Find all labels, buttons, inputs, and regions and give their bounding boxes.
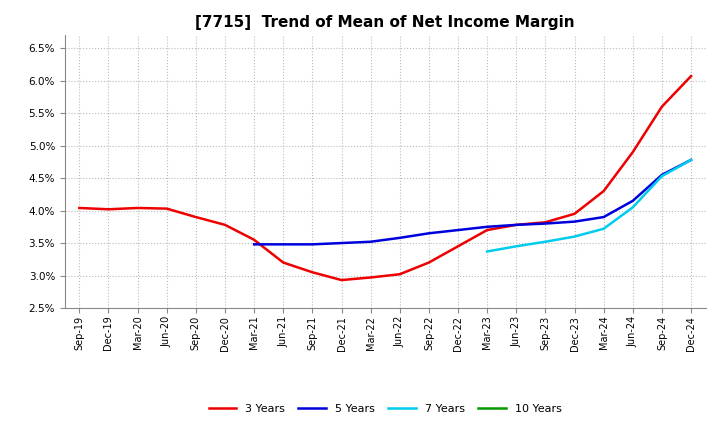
3 Years — [75, 205, 84, 211]
5 Years — [512, 222, 521, 227]
3 Years — [250, 237, 258, 242]
Line: 5 Years: 5 Years — [254, 160, 691, 244]
3 Years — [599, 188, 608, 194]
5 Years — [687, 157, 696, 162]
Line: 3 Years: 3 Years — [79, 76, 691, 280]
3 Years — [570, 211, 579, 216]
7 Years — [687, 157, 696, 162]
3 Years — [220, 222, 229, 227]
5 Years — [541, 221, 550, 226]
3 Years — [395, 271, 404, 277]
7 Years — [657, 173, 666, 179]
5 Years — [250, 242, 258, 247]
5 Years — [483, 224, 492, 229]
3 Years — [279, 260, 287, 265]
5 Years — [454, 227, 462, 233]
7 Years — [483, 249, 492, 254]
Title: [7715]  Trend of Mean of Net Income Margin: [7715] Trend of Mean of Net Income Margi… — [195, 15, 575, 30]
5 Years — [279, 242, 287, 247]
5 Years — [629, 198, 637, 203]
3 Years — [629, 150, 637, 155]
3 Years — [192, 214, 200, 220]
3 Years — [541, 220, 550, 225]
3 Years — [104, 207, 113, 212]
3 Years — [425, 260, 433, 265]
5 Years — [337, 240, 346, 246]
7 Years — [629, 205, 637, 210]
3 Years — [687, 73, 696, 79]
5 Years — [425, 231, 433, 236]
Line: 7 Years: 7 Years — [487, 160, 691, 252]
7 Years — [599, 226, 608, 231]
5 Years — [570, 219, 579, 224]
Legend: 3 Years, 5 Years, 7 Years, 10 Years: 3 Years, 5 Years, 7 Years, 10 Years — [205, 401, 565, 418]
5 Years — [657, 172, 666, 177]
7 Years — [541, 239, 550, 244]
3 Years — [163, 206, 171, 211]
5 Years — [308, 242, 317, 247]
3 Years — [366, 275, 375, 280]
3 Years — [483, 227, 492, 233]
3 Years — [337, 278, 346, 283]
7 Years — [570, 234, 579, 239]
3 Years — [657, 104, 666, 109]
5 Years — [395, 235, 404, 241]
5 Years — [366, 239, 375, 244]
3 Years — [133, 205, 142, 211]
3 Years — [454, 244, 462, 249]
7 Years — [512, 244, 521, 249]
3 Years — [308, 270, 317, 275]
5 Years — [599, 214, 608, 220]
3 Years — [512, 222, 521, 227]
